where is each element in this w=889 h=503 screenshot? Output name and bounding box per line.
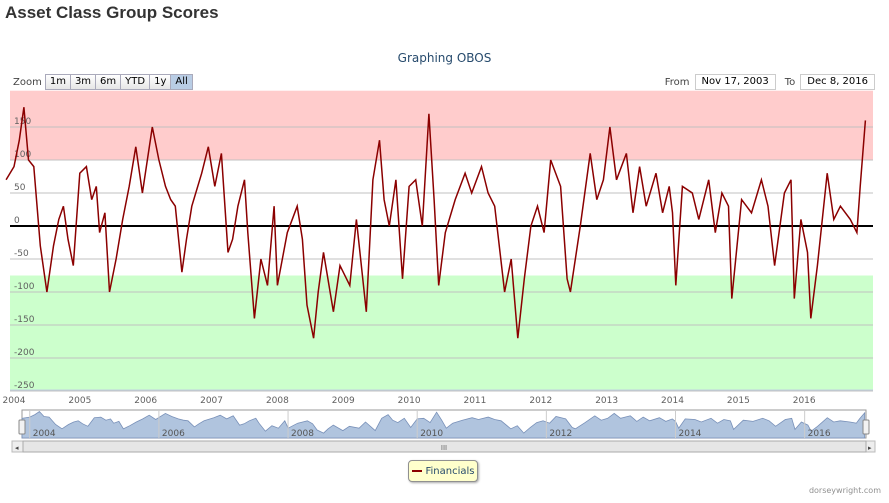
navigator-tick-label: 2008 xyxy=(291,429,314,439)
scroll-right-arrow-icon[interactable]: ▸ xyxy=(868,444,872,452)
credit-link[interactable]: dorseywright.com xyxy=(808,486,881,495)
navigator-tick-label: 2004 xyxy=(33,429,56,439)
y-tick-label: 150 xyxy=(14,117,31,127)
navigator-handle-right[interactable] xyxy=(862,419,870,435)
x-tick-label: 2015 xyxy=(727,396,750,406)
scrollbar-grip-icon: III xyxy=(441,444,447,452)
date-range: From Nov 17, 2003 To Dec 8, 2016 xyxy=(665,74,875,90)
y-tick-label: 0 xyxy=(14,216,20,226)
y-tick-label: -250 xyxy=(14,381,35,391)
x-tick-label: 2012 xyxy=(529,396,552,406)
y-tick-label: -200 xyxy=(14,348,35,358)
x-tick-label: 2004 xyxy=(3,396,26,406)
x-tick-label: 2006 xyxy=(134,396,157,406)
x-tick-label: 2011 xyxy=(463,396,486,406)
y-tick-label: 50 xyxy=(14,183,26,193)
x-tick-label: 2016 xyxy=(793,396,816,406)
zoom-selector: Zoom 1m 3m 6m YTD 1y All xyxy=(13,74,193,90)
x-tick-label: 2005 xyxy=(68,396,91,406)
legend-line-icon xyxy=(411,470,422,472)
x-tick-label: 2008 xyxy=(266,396,289,406)
navigator-handle-left[interactable] xyxy=(18,419,26,435)
navigator-tick-label: 2006 xyxy=(162,429,185,439)
navigator-tick-label: 2016 xyxy=(808,429,831,439)
from-date-input[interactable]: Nov 17, 2003 xyxy=(694,74,776,90)
scrollbar-thumb[interactable] xyxy=(22,440,867,453)
page-title: Asset Class Group Scores xyxy=(5,3,219,22)
navigator-tick-label: 2012 xyxy=(549,429,572,439)
from-label: From xyxy=(664,76,690,88)
to-label: To xyxy=(784,76,796,88)
x-tick-label: 2014 xyxy=(661,396,684,406)
navigator-tick-label: 2010 xyxy=(420,429,443,439)
zoom-all-button[interactable]: All xyxy=(170,74,193,90)
y-tick-label: -150 xyxy=(14,315,35,325)
legend-label: Financials xyxy=(425,465,475,477)
overbought-band xyxy=(10,90,873,160)
y-tick-label: -100 xyxy=(14,282,35,292)
zoom-3m-button[interactable]: 3m xyxy=(69,74,97,90)
x-tick-label: 2010 xyxy=(398,396,421,406)
scroll-left-arrow-icon[interactable]: ◂ xyxy=(15,444,19,452)
to-date-input[interactable]: Dec 8, 2016 xyxy=(800,74,875,90)
legend-item-financials[interactable]: Financials xyxy=(408,460,478,482)
y-tick-label: -50 xyxy=(14,249,29,259)
zoom-1y-button[interactable]: 1y xyxy=(149,74,172,90)
x-tick-label: 2009 xyxy=(332,396,355,406)
navigator-tick-label: 2014 xyxy=(679,429,702,439)
x-tick-label: 2007 xyxy=(200,396,223,406)
zoom-1m-button[interactable]: 1m xyxy=(44,74,71,90)
oversold-band xyxy=(10,275,873,391)
chart-title: Graphing OBOS xyxy=(397,51,492,65)
y-tick-label: 100 xyxy=(14,150,31,160)
navigator-series xyxy=(21,410,866,439)
zoom-ytd-button[interactable]: YTD xyxy=(120,74,151,90)
zoom-label: Zoom xyxy=(13,76,42,88)
x-tick-label: 2013 xyxy=(595,396,618,406)
series-line-financials xyxy=(5,107,867,339)
